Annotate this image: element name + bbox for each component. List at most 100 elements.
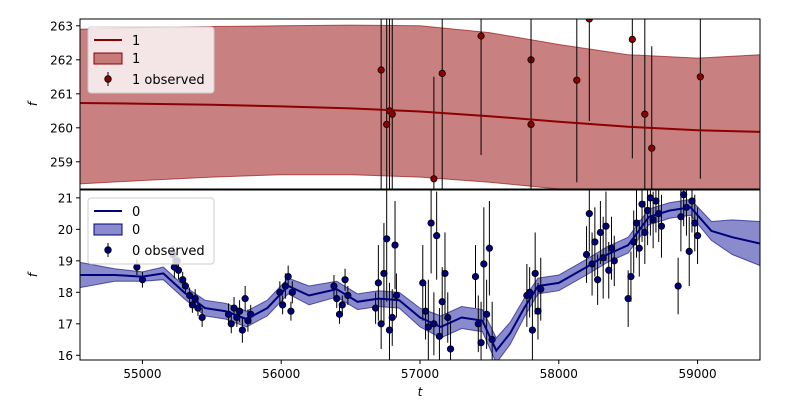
- bottom-observed-point: [287, 307, 295, 315]
- bottom-observed-point: [446, 345, 455, 353]
- top-confidence-band: [80, 24, 760, 189]
- top-legend-band-swatch: [93, 52, 123, 65]
- top-observed-point: [648, 144, 656, 152]
- bottom-model-line: [80, 206, 760, 353]
- bottom-observed-point: [643, 206, 652, 215]
- top-observed-point: [377, 66, 385, 74]
- bottom-observed-point: [241, 295, 249, 303]
- bottom-observed-point: [371, 304, 380, 312]
- top-legend-entry-model: 1: [132, 34, 140, 49]
- bottom-observed-point: [627, 272, 635, 281]
- bottom-observed-point: [279, 301, 287, 309]
- top-y-tick-label: 260: [50, 121, 73, 135]
- bottom-observed-point: [427, 219, 435, 227]
- bottom-y-tick-label: 21: [58, 191, 73, 205]
- bottom-observed-point: [680, 191, 688, 199]
- top-y-tick-label: 263: [50, 19, 73, 33]
- bottom-legend-entry-band: 0: [132, 223, 140, 238]
- bottom-observed-point: [238, 326, 246, 334]
- bottom-observed-point: [383, 235, 391, 243]
- bottom-observed-point: [688, 197, 696, 205]
- bottom-observed-point: [657, 222, 666, 230]
- bottom-observed-point: [441, 269, 449, 278]
- bottom-observed-point: [179, 276, 187, 284]
- top-observed-point: [388, 110, 396, 118]
- bottom-observed-point: [444, 313, 452, 322]
- x-tick-label: 56000: [262, 367, 300, 381]
- bottom-observed-point: [534, 307, 542, 315]
- bottom-observed-point: [174, 266, 183, 274]
- top-observed-point: [477, 32, 485, 40]
- bottom-panel: 16 17 18 19 20 21 55000 56000 57000 58000 59000 f…: [26, 189, 761, 399]
- bottom-legend: 0 0 0 observed: [87, 197, 215, 265]
- bottom-observed-point: [605, 266, 613, 274]
- bottom-observed-point: [424, 323, 432, 331]
- bottom-observed-point: [596, 228, 605, 237]
- bottom-y-axis-label: f: [26, 271, 40, 277]
- bottom-observed-point: [133, 263, 141, 271]
- top-observed-point: [527, 120, 535, 129]
- bottom-y-tick-label: 17: [58, 317, 73, 331]
- bottom-observed-point: [607, 244, 616, 252]
- bottom-observed-point: [483, 310, 491, 318]
- bottom-observed-point: [531, 269, 539, 278]
- top-observed-point: [628, 35, 636, 44]
- top-y-axis-label: f: [26, 100, 40, 106]
- bottom-observed-point: [480, 260, 488, 268]
- bottom-observed-point: [677, 213, 685, 221]
- bottom-legend-box: [87, 197, 215, 265]
- top-y-ticks: 259 260 261 262 263: [50, 19, 80, 169]
- bottom-observed-point: [388, 313, 396, 322]
- top-axes-frame: [79, 18, 761, 190]
- bottom-observed-point: [691, 219, 699, 227]
- bottom-y-tick-label: 19: [58, 254, 73, 268]
- bottom-observed-point: [380, 269, 388, 278]
- bottom-observed-point: [419, 279, 427, 287]
- top-legend-entry-band: 1: [132, 52, 140, 67]
- bottom-observed-point: [674, 282, 682, 290]
- bottom-observed-point: [624, 295, 632, 303]
- bottom-observed-point: [338, 301, 346, 309]
- bottom-observed-point: [335, 310, 344, 318]
- top-observed-point: [696, 73, 704, 81]
- bottom-observed-point: [391, 241, 399, 249]
- bottom-observed-point: [693, 232, 702, 240]
- top-legend-box: [87, 26, 215, 94]
- bottom-observed-point: [474, 320, 482, 328]
- bottom-observed-point: [438, 298, 446, 306]
- bottom-observed-point: [526, 288, 534, 296]
- top-model-line: [80, 102, 760, 133]
- bottom-observed-point: [477, 339, 485, 347]
- bottom-observed-point: [632, 219, 641, 227]
- top-panel: 259 260 261 262 263 f 1 1 1 observed: [26, 18, 761, 190]
- top-observed-point: [430, 175, 438, 183]
- top-observed-point: [438, 69, 446, 78]
- bottom-observed-point: [194, 304, 202, 312]
- top-legend-marker-swatch: [104, 75, 112, 83]
- bottom-observed-point: [591, 238, 599, 246]
- bottom-observed-point: [227, 320, 235, 328]
- top-legend: 1 1 1 observed: [87, 26, 215, 94]
- bottom-observed-point: [284, 272, 292, 281]
- bottom-observed-point: [288, 288, 296, 296]
- bottom-observed-point: [602, 222, 610, 230]
- bottom-observed-point: [485, 244, 493, 252]
- bottom-observed-point: [649, 216, 657, 224]
- x-tick-label: 55000: [123, 367, 161, 381]
- bottom-y-tick-label: 18: [58, 286, 73, 300]
- bottom-observed-point: [374, 279, 382, 287]
- bottom-y-ticks: 16 17 18 19 20 21: [58, 191, 80, 363]
- bottom-y-tick-label: 20: [58, 223, 73, 237]
- bottom-legend-entry-observed: 0 observed: [132, 244, 205, 259]
- bottom-observed-point: [528, 326, 537, 334]
- bottom-observed-point: [685, 247, 693, 255]
- bottom-legend-marker-swatch: [104, 246, 112, 254]
- bottom-observed-point: [582, 250, 591, 259]
- bottom-observed-point: [330, 282, 338, 290]
- bottom-observed-point: [638, 200, 646, 208]
- bottom-observed-point: [635, 244, 643, 252]
- bottom-observed-point: [181, 282, 190, 290]
- bottom-observed-point: [421, 307, 430, 315]
- bottom-observed-point: [433, 232, 441, 240]
